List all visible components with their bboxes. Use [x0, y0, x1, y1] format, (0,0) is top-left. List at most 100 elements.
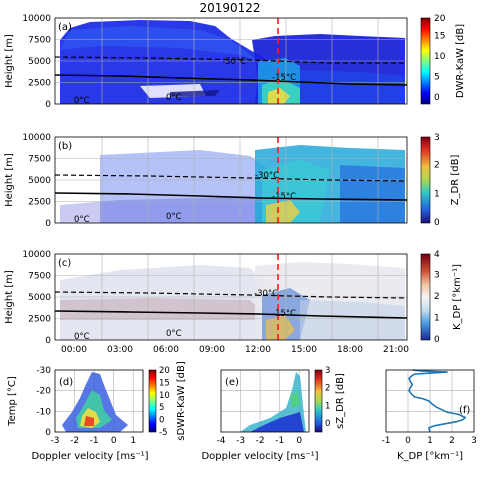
svg-text:0: 0	[325, 419, 330, 429]
svg-text:1: 1	[130, 436, 136, 446]
svg-text:10: 10	[434, 52, 446, 62]
figure-title: 20190122	[199, 1, 260, 15]
yticks-c: 0 2500 5000 7500 10000	[22, 250, 51, 346]
minus30-label-b: -30°C	[255, 171, 279, 181]
svg-text:-3: -3	[51, 436, 60, 446]
svg-text:15:00: 15:00	[291, 345, 317, 355]
svg-text:2: 2	[434, 161, 440, 171]
svg-text:15: 15	[159, 378, 170, 388]
panel-b: -30°C -15°C 0°C 0°C (b) 0 2500 5000 7500…	[4, 133, 461, 229]
svg-text:1: 1	[427, 436, 433, 446]
svg-text:20: 20	[434, 14, 446, 24]
svg-text:06:00: 06:00	[153, 345, 179, 355]
xticks-d: -3 -2 -1 0 1	[51, 436, 137, 446]
svg-text:1: 1	[434, 189, 440, 199]
colorbar-b-ticks: 0 1 2 3	[434, 133, 440, 228]
isotherm-minus30-a	[54, 56, 407, 64]
panel-c-grid	[55, 254, 407, 340]
zero-label-c2: 0°C	[166, 329, 182, 339]
svg-text:2500: 2500	[28, 315, 51, 325]
minus15-label-a: -15°C	[272, 73, 296, 83]
svg-text:1: 1	[434, 314, 440, 324]
svg-text:7500: 7500	[28, 272, 51, 282]
svg-text:-1: -1	[90, 436, 99, 446]
panel-e: (e) -4 -3 -2 -1 0 Doppler velocity [ms⁻¹…	[201, 366, 346, 462]
svg-text:5000: 5000	[28, 176, 51, 186]
zero-label-b1: 0°C	[74, 215, 90, 225]
svg-text:03:00: 03:00	[107, 345, 133, 355]
svg-text:18:00: 18:00	[337, 345, 363, 355]
yticks-a: 0 2500 5000 7500 10000	[22, 14, 51, 110]
svg-text:-5: -5	[159, 428, 167, 438]
ylabel-d: Temp [°C]	[7, 376, 18, 427]
xlabel-d: Doppler velocity [ms⁻¹]	[31, 451, 148, 462]
svg-text:10000: 10000	[22, 250, 51, 260]
colorbar-a-label: DWR-KaW [dB]	[455, 24, 466, 98]
svg-text:0: 0	[434, 335, 440, 345]
svg-text:-2: -2	[256, 436, 265, 446]
svg-text:7500: 7500	[28, 155, 51, 165]
zero-label-a1: 0°C	[74, 96, 90, 106]
xticks-e: -4 -3 -2 -1 0	[217, 436, 303, 446]
minus30-label-c: -30°C	[254, 289, 278, 299]
svg-text:0: 0	[434, 218, 440, 228]
zero-label-b2: 0°C	[166, 212, 182, 222]
minus15-label-b: -15°C	[272, 192, 296, 202]
svg-text:21:00: 21:00	[383, 345, 409, 355]
svg-text:12:00: 12:00	[245, 345, 271, 355]
svg-text:0: 0	[159, 416, 164, 426]
minus15-label-c: -15°C	[272, 309, 296, 319]
svg-text:3: 3	[325, 366, 330, 376]
panel-d-field	[62, 372, 128, 432]
colorbar-e-label: sZ_DR [dB]	[335, 373, 346, 429]
svg-text:20: 20	[159, 366, 170, 376]
svg-text:-4: -4	[217, 436, 226, 446]
panel-a-grid	[55, 18, 407, 104]
zero-label-a2: 0°C	[166, 93, 182, 103]
colorbar-a-ticks: 0 5 10 15 20	[434, 14, 446, 103]
svg-text:1: 1	[325, 401, 330, 411]
colorbar-d	[148, 369, 157, 433]
svg-text:-20: -20	[36, 387, 51, 397]
isotherm-minus15-b	[54, 192, 408, 201]
panel-e-field	[240, 372, 306, 432]
svg-text:0: 0	[111, 436, 117, 446]
svg-text:-30: -30	[36, 366, 51, 376]
minus30-label-a: -30°C	[222, 57, 246, 67]
svg-text:2500: 2500	[28, 198, 51, 208]
svg-text:3: 3	[434, 271, 440, 281]
panel-label-f: (f)	[459, 405, 470, 416]
svg-text:0: 0	[45, 100, 51, 110]
isotherm-minus30-c	[54, 291, 408, 299]
panel-a: 0°C -30°C -15°C 0°C (a) 0 2500 5000 7500…	[4, 14, 466, 110]
kdp-profile-line	[408, 369, 467, 433]
colorbar-e-ticks: 3 2 1 0	[325, 366, 330, 429]
xticks-c: 00:00 03:00 06:00 09:00 12:00 15:00 18:0…	[61, 345, 409, 355]
svg-text:2500: 2500	[28, 79, 51, 89]
colorbar-a	[420, 17, 431, 105]
yticks-b: 0 2500 5000 7500 10000	[22, 133, 51, 229]
svg-text:10000: 10000	[22, 133, 51, 143]
svg-text:0: 0	[45, 428, 51, 438]
panel-c: -30°C -15°C 0°C 0°C (c) 0 2500 5000 7500…	[4, 250, 463, 355]
colorbar-c-label: K_DP [°km⁻¹]	[452, 264, 463, 330]
zero-label-c1: 0°C	[74, 332, 90, 342]
kdp-profile-series	[408, 369, 467, 433]
svg-text:3: 3	[471, 436, 477, 446]
svg-text:00:00: 00:00	[61, 345, 87, 355]
colorbar-c-ticks: 0 1 2 3 4	[434, 250, 440, 345]
svg-text:-3: -3	[236, 436, 245, 446]
svg-text:5: 5	[434, 73, 440, 83]
svg-text:10000: 10000	[22, 14, 51, 24]
panel-label-a: (a)	[58, 22, 72, 33]
panel-a-field	[60, 20, 405, 104]
xlabel-e: Doppler velocity [ms⁻¹]	[201, 451, 318, 462]
isotherm-minus15-a	[54, 74, 408, 86]
svg-text:0: 0	[45, 219, 51, 229]
panel-label-b: (b)	[58, 141, 72, 152]
ylabel-c: Height [m]	[4, 270, 15, 324]
svg-text:3: 3	[434, 133, 440, 143]
panel-f: (f) -1 0 1 2 3 K_DP [°km⁻¹]	[382, 369, 477, 462]
panel-label-e: (e)	[225, 377, 239, 388]
